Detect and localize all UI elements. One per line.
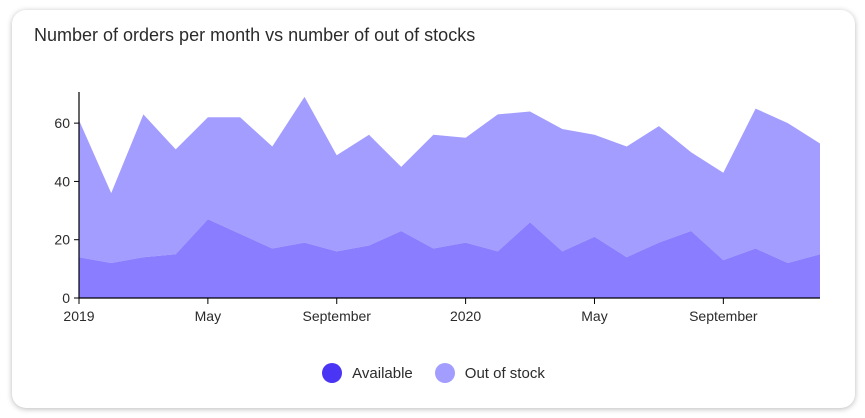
point-available: [818, 252, 822, 256]
point-available: [786, 261, 790, 265]
y-tick-label: 40: [54, 173, 70, 189]
point-available: [431, 246, 435, 250]
point-available: [206, 217, 210, 221]
point-out-of-stock: [657, 124, 661, 128]
point-available: [689, 229, 693, 233]
point-available: [560, 249, 564, 253]
point-available: [141, 255, 145, 259]
point-out-of-stock: [721, 171, 725, 175]
legend-item-available[interactable]: Available: [322, 363, 413, 383]
y-tick-label: 60: [54, 115, 70, 131]
point-out-of-stock: [754, 107, 758, 111]
point-out-of-stock: [689, 150, 693, 154]
point-out-of-stock: [464, 136, 468, 140]
point-out-of-stock: [528, 109, 532, 113]
point-out-of-stock: [786, 121, 790, 125]
y-tick-label: 20: [54, 232, 70, 248]
area-out-of-stock: [79, 96, 820, 264]
x-tick-label: May: [195, 308, 221, 324]
point-out-of-stock: [560, 127, 564, 131]
legend-swatch-available: [322, 363, 343, 383]
point-available: [303, 241, 307, 245]
point-out-of-stock: [592, 133, 596, 137]
chart-legend: Available Out of stock: [12, 363, 855, 383]
point-out-of-stock: [625, 144, 629, 148]
point-available: [625, 255, 629, 259]
x-tick-label: 2020: [450, 308, 481, 324]
point-out-of-stock: [141, 112, 145, 116]
point-available: [367, 244, 371, 248]
point-out-of-stock: [496, 112, 500, 116]
point-out-of-stock: [399, 165, 403, 169]
legend-label-available: Available: [352, 364, 413, 382]
y-tick-label: 0: [62, 290, 70, 306]
point-available: [592, 235, 596, 239]
area-available: [79, 219, 820, 298]
x-tick-label: May: [581, 308, 607, 324]
point-available: [464, 241, 468, 245]
point-available: [528, 220, 532, 224]
point-available: [174, 252, 178, 256]
x-tick-label: September: [302, 308, 371, 324]
x-tick-label: September: [689, 308, 758, 324]
point-available: [399, 229, 403, 233]
point-out-of-stock: [109, 191, 113, 195]
x-tick-label: 2019: [63, 308, 94, 324]
point-available: [238, 232, 242, 236]
point-out-of-stock: [206, 115, 210, 119]
point-out-of-stock: [174, 147, 178, 151]
area-chart: 0 20 40 60 2019 May September 2020 May September: [54, 92, 822, 324]
point-available: [109, 261, 113, 265]
point-out-of-stock: [431, 133, 435, 137]
legend-item-out-of-stock[interactable]: Out of stock: [434, 363, 545, 383]
point-available: [754, 246, 758, 250]
point-out-of-stock: [818, 142, 822, 146]
point-available: [270, 246, 274, 250]
point-out-of-stock: [335, 153, 339, 157]
point-out-of-stock: [270, 144, 274, 148]
chart-title: Number of orders per month vs number of …: [34, 25, 476, 45]
point-out-of-stock: [238, 115, 242, 119]
point-out-of-stock: [303, 95, 307, 99]
legend-label-out-of-stock: Out of stock: [464, 364, 545, 382]
point-out-of-stock: [367, 133, 371, 137]
chart-card: Number of orders per month vs number of …: [12, 10, 855, 408]
legend-swatch-out-of-stock: [434, 363, 455, 383]
point-available: [657, 241, 661, 245]
point-available: [721, 258, 725, 262]
point-available: [496, 249, 500, 253]
point-available: [335, 249, 339, 253]
